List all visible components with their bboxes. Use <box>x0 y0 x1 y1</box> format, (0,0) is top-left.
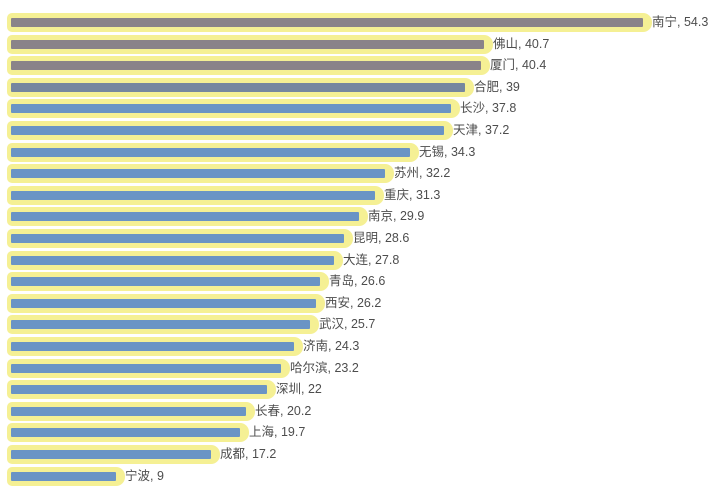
bar <box>11 147 410 157</box>
bar-row: 济南, 24.3 <box>0 337 712 356</box>
bar-data-label: 苏州, 32.2 <box>394 166 451 181</box>
bar <box>11 39 484 49</box>
bar <box>11 234 344 243</box>
bar-data-label: 合肥, 39 <box>474 79 520 94</box>
bar-data-label: 南京, 29.9 <box>368 209 425 224</box>
bar-row: 长沙, 37.8 <box>0 99 712 119</box>
bar <box>11 385 267 395</box>
bar-row: 成都, 17.2 <box>0 445 712 464</box>
bar-row: 大连, 27.8 <box>0 250 712 270</box>
bar-data-label: 厦门, 40.4 <box>490 58 547 73</box>
bar-row: 宁波, 9 <box>0 466 712 486</box>
bar <box>11 126 444 135</box>
bar <box>11 82 465 92</box>
bar-row: 重庆, 31.3 <box>0 185 712 205</box>
bar-data-label: 昆明, 28.6 <box>353 231 410 245</box>
bar-row: 长春, 20.2 <box>0 401 712 421</box>
bar <box>11 320 310 330</box>
bar-data-label: 长春, 20.2 <box>255 403 312 418</box>
bar-data-label: 武汉, 25.7 <box>319 317 376 332</box>
bar <box>11 61 481 71</box>
bar-data-label: 济南, 24.3 <box>303 339 360 353</box>
bar-row: 青岛, 26.6 <box>0 272 712 292</box>
bar-row: 哈尔滨, 23.2 <box>0 358 712 378</box>
bar-data-label: 成都, 17.2 <box>220 447 277 461</box>
bar-data-label: 佛山, 40.7 <box>493 36 550 51</box>
bar-data-label: 南宁, 54.3 <box>652 15 709 29</box>
bar-data-label: 青岛, 26.6 <box>329 274 386 289</box>
bar <box>11 471 116 481</box>
bar-data-label: 长沙, 37.8 <box>460 101 517 116</box>
bar-data-label: 大连, 27.8 <box>343 252 400 267</box>
bar <box>11 18 643 27</box>
bar-data-label: 西安, 26.2 <box>325 295 382 310</box>
bar-data-label: 宁波, 9 <box>125 468 164 483</box>
bar-row: 南宁, 54.3 <box>0 13 712 32</box>
bar-row: 武汉, 25.7 <box>0 315 712 335</box>
bar <box>11 342 294 351</box>
bar <box>11 169 385 179</box>
bar-row: 南京, 29.9 <box>0 207 712 227</box>
bar-row: 上海, 19.7 <box>0 423 712 443</box>
bar <box>11 298 316 308</box>
bar <box>11 277 320 287</box>
bar <box>11 255 334 265</box>
bar-row: 西安, 26.2 <box>0 293 712 313</box>
bar <box>11 104 451 114</box>
bar-row: 无锡, 34.3 <box>0 142 712 162</box>
bar-row: 昆明, 28.6 <box>0 229 712 248</box>
bar <box>11 428 240 438</box>
bar-data-label: 深圳, 22 <box>276 382 322 397</box>
bar-row: 苏州, 32.2 <box>0 164 712 184</box>
bar-row: 厦门, 40.4 <box>0 56 712 76</box>
bar <box>11 406 246 416</box>
bar-data-label: 重庆, 31.3 <box>384 187 441 202</box>
bar <box>11 363 281 373</box>
bar-row: 深圳, 22 <box>0 380 712 400</box>
bar-data-label: 哈尔滨, 23.2 <box>290 360 359 375</box>
bar <box>11 450 211 459</box>
bar-row: 合肥, 39 <box>0 77 712 97</box>
bar-data-label: 天津, 37.2 <box>453 123 510 137</box>
bar-row: 天津, 37.2 <box>0 121 712 140</box>
bar <box>11 190 375 200</box>
bar-row: 佛山, 40.7 <box>0 34 712 54</box>
bar-data-label: 上海, 19.7 <box>249 425 306 440</box>
bar <box>11 212 359 222</box>
bar-data-label: 无锡, 34.3 <box>419 144 476 159</box>
